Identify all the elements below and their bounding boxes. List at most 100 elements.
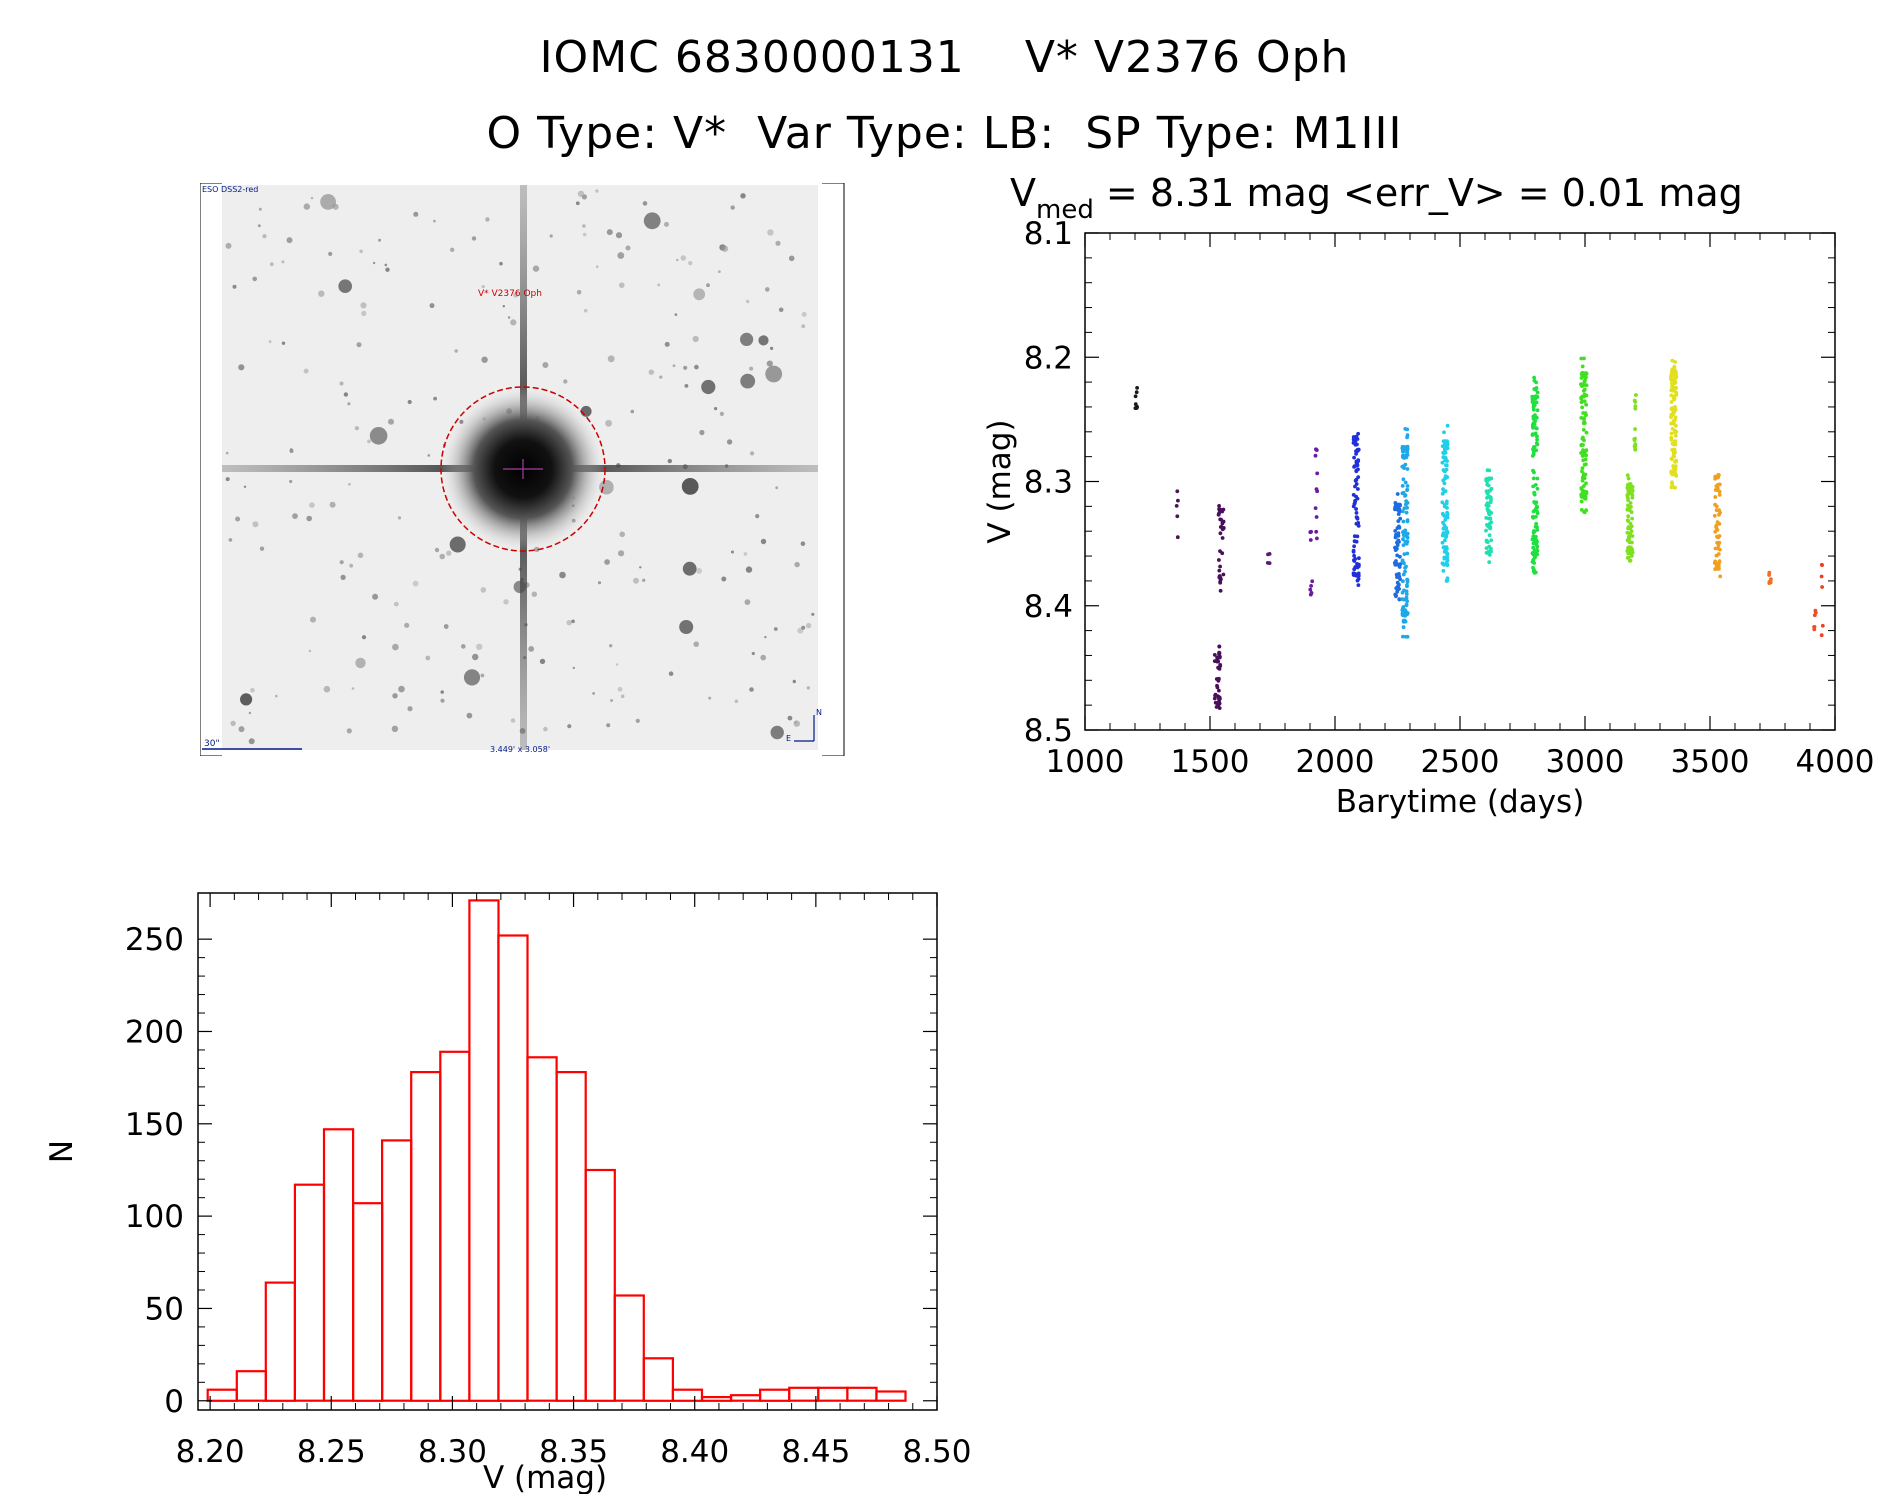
light-curve-point [1314,487,1319,491]
light-curve-point [1532,387,1537,391]
light-curve-point [1579,508,1584,512]
light-curve-point [1671,386,1676,390]
histogram-plot: 8.20 8.25 8.30 8.35 8.40 8.45 8.50 0 50 100 150 200… [44,892,972,1494]
light-curve-point [1404,502,1408,507]
field-star [238,726,245,733]
light-curve-point [1717,508,1721,512]
field-star [606,723,611,728]
light-curve-point [1671,472,1676,477]
light-curve-point [1673,360,1677,364]
light-curve-point [1352,465,1356,469]
field-star [328,251,333,256]
light-curve-point [1580,469,1584,474]
light-curve-point [1532,529,1537,534]
light-curve-point [1485,501,1490,505]
light-curve-point [1812,625,1816,629]
light-curve-point [1669,406,1674,411]
light-curve-point [1534,441,1539,446]
field-star [667,458,672,464]
light-curve-point [1135,386,1139,390]
light-curve-point [1534,504,1539,509]
light-curve-point [1443,457,1448,462]
light-curve-point [1404,602,1409,607]
light-curve-point [1486,549,1491,554]
field-star [680,255,686,261]
light-curve-point [1583,372,1588,377]
light-curve-point [1531,407,1536,412]
light-curve-point [1533,548,1537,553]
y-tick-label: 8.3 [1024,465,1073,501]
light-curve-point [1403,453,1408,458]
light-curve-point [1582,416,1586,421]
star-name: V* V2376 Oph [1024,32,1350,83]
field-star [252,276,257,282]
light-curve-point [1629,524,1634,529]
light-curve-point [1484,546,1489,550]
light-curve-point [1444,441,1448,446]
light-curve-point [1220,551,1225,556]
light-curve-point [1443,469,1447,474]
light-curve-point [1219,517,1223,522]
field-star [577,190,585,197]
light-curve-point [1441,468,1446,472]
light-curve-point [1674,386,1678,390]
light-curve-point [1395,575,1399,579]
light-curve-point [1532,500,1536,504]
light-curve-point [1583,490,1588,495]
light-curve-point [1670,367,1675,372]
field-star [258,207,262,211]
light-curve-point [1672,394,1677,399]
light-curve-point [1442,430,1446,435]
light-curve-point [1356,431,1360,436]
light-curve-point [1579,395,1583,400]
light-curve-point [1627,482,1632,486]
light-curve-point [1716,475,1720,480]
light-curve-point [1356,459,1361,463]
field-star [309,502,315,508]
light-curve-point [1673,472,1678,477]
light-curve-point [1583,494,1588,499]
light-curve-point [1671,368,1675,373]
field-star [566,620,572,626]
light-curve-point [1669,412,1674,417]
field-star [576,289,582,295]
field-star [407,706,413,712]
light-curve-point [1714,508,1719,513]
light-curve-point [1580,494,1584,499]
light-curve-point [1351,549,1356,554]
light-curve-point [1717,489,1722,494]
light-curve-point [1488,488,1492,493]
light-curve-point [1314,529,1319,534]
light-curve-point [1403,608,1408,613]
light-curve-point [1534,448,1539,453]
light-curve-point [1218,575,1223,580]
light-curve-point [1217,697,1221,702]
light-curve-point [1530,560,1535,564]
light-curve-point [1580,478,1585,483]
light-curve-point [1579,499,1584,504]
light-curve-point [1674,374,1678,378]
light-curve-point [1670,408,1675,412]
light-curve-point [1443,489,1448,493]
light-curve-point [1582,495,1586,499]
light-curve-point [1352,544,1356,549]
light-curve-point [1394,504,1399,509]
light-curve-point [1580,475,1585,480]
field-star [481,356,488,363]
light-curve-point [1530,433,1535,437]
light-curve-point [1488,516,1493,521]
field-star [682,561,697,576]
light-curve-point [1442,549,1447,554]
light-curve-point [1584,383,1589,388]
light-curve-point [1669,421,1673,426]
field-star [575,201,580,206]
light-curve-point [1534,541,1539,545]
light-curve-point [1531,425,1535,430]
field-star [693,288,706,301]
light-curve-point [1531,405,1536,410]
x-tick-label: 8.40 [660,1434,729,1470]
light-curve-point [1533,555,1537,560]
light-curve-point [1353,435,1358,440]
light-curve-point [1534,400,1539,405]
light-curve-point [1355,564,1360,568]
